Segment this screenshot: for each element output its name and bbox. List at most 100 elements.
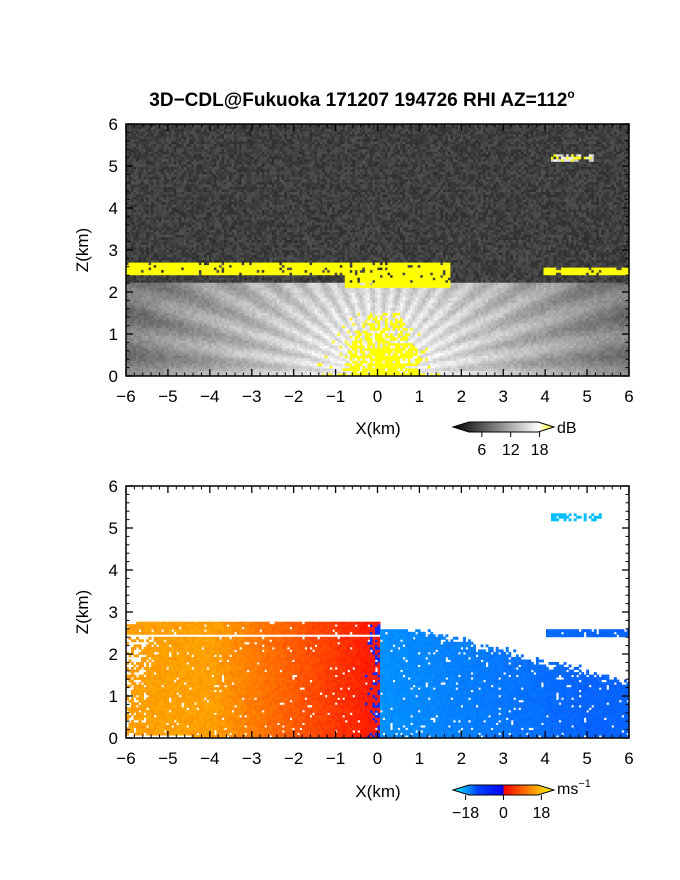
reflectivity-cell bbox=[163, 163, 167, 167]
reflectivity-cell bbox=[133, 330, 137, 334]
reflectivity-cell bbox=[198, 350, 202, 354]
reflectivity-cell bbox=[198, 342, 202, 346]
reflectivity-cell bbox=[133, 136, 137, 140]
reflectivity-cell bbox=[246, 373, 250, 376]
reflectivity-cell bbox=[219, 196, 223, 200]
reflectivity-cell bbox=[214, 332, 217, 336]
reflectivity-cell bbox=[131, 274, 134, 278]
reflectivity-cell bbox=[133, 315, 137, 319]
reflectivity-cell bbox=[196, 272, 200, 276]
reflectivity-cell bbox=[173, 214, 177, 218]
reflectivity-cell bbox=[166, 229, 170, 233]
reflectivity-cell bbox=[244, 221, 248, 225]
reflectivity-cell bbox=[246, 284, 250, 288]
reflectivity-cell bbox=[186, 249, 190, 253]
reflectivity-cell bbox=[211, 279, 215, 283]
reflectivity-cell bbox=[211, 350, 215, 354]
reflectivity-cell bbox=[191, 257, 195, 261]
reflectivity-cell bbox=[186, 347, 190, 351]
reflectivity-cell bbox=[146, 252, 150, 256]
reflectivity-cell bbox=[201, 345, 205, 349]
reflectivity-cell bbox=[153, 370, 157, 374]
reflectivity-cell bbox=[176, 269, 180, 273]
reflectivity-cell bbox=[178, 169, 182, 172]
figure-title-text: 3D−CDL@Fukuoka 171207 194726 RHI AZ=112 bbox=[149, 90, 567, 111]
reflectivity-cell bbox=[161, 199, 165, 203]
reflectivity-cell bbox=[214, 124, 217, 127]
reflectivity-cell bbox=[249, 282, 253, 286]
reflectivity-cell bbox=[166, 239, 170, 243]
reflectivity-cell bbox=[216, 320, 220, 324]
reflectivity-cell bbox=[239, 226, 243, 230]
reflectivity-cell bbox=[153, 292, 157, 296]
reflectivity-cell bbox=[241, 237, 245, 240]
reflectivity-cell bbox=[246, 310, 250, 314]
reflectivity-cell bbox=[239, 216, 243, 220]
reflectivity-cell bbox=[133, 216, 137, 220]
reflectivity-cell bbox=[244, 211, 248, 215]
reflectivity-cell bbox=[206, 307, 210, 311]
reflectivity-cell bbox=[146, 365, 150, 369]
reflectivity-cell bbox=[221, 355, 225, 359]
reflectivity-cell bbox=[146, 191, 150, 195]
reflectivity-cell bbox=[138, 355, 142, 359]
reflectivity-cell bbox=[146, 289, 150, 293]
reflectivity-cell bbox=[239, 242, 243, 245]
reflectivity-cell bbox=[246, 365, 250, 369]
reflectivity-cell bbox=[196, 252, 200, 256]
reflectivity-cell bbox=[171, 277, 175, 281]
reflectivity-cell bbox=[126, 370, 129, 374]
reflectivity-cell bbox=[246, 191, 250, 195]
reflectivity-cell bbox=[201, 204, 205, 208]
reflectivity-cell bbox=[214, 166, 217, 170]
reflectivity-cell bbox=[246, 151, 250, 155]
reflectivity-cell bbox=[224, 305, 228, 308]
reflectivity-cell bbox=[173, 126, 177, 130]
reflectivity-cell bbox=[161, 307, 165, 311]
figure-title: 3D−CDL@Fukuoka 171207 194726 RHI AZ=112o bbox=[149, 87, 574, 111]
reflectivity-cell bbox=[249, 310, 253, 314]
reflectivity-cell bbox=[173, 229, 177, 233]
reflectivity-cell bbox=[128, 136, 132, 140]
reflectivity-cell bbox=[206, 184, 210, 188]
reflectivity-cell bbox=[241, 320, 245, 324]
reflectivity-cell bbox=[153, 342, 157, 346]
reflectivity-cell bbox=[191, 335, 195, 339]
reflectivity-cell bbox=[186, 239, 190, 243]
reflectivity-cell bbox=[161, 327, 165, 331]
reflectivity-cell bbox=[156, 169, 160, 172]
reflectivity-cell bbox=[219, 181, 223, 185]
reflectivity-cell bbox=[216, 211, 220, 215]
reflectivity-cell bbox=[173, 332, 177, 336]
reflectivity-cell bbox=[186, 229, 190, 233]
reflectivity-cell bbox=[128, 186, 132, 190]
reflectivity-cell bbox=[198, 126, 202, 130]
reflectivity-cell bbox=[201, 325, 205, 329]
reflectivity-cell bbox=[166, 232, 170, 235]
reflectivity-cell bbox=[219, 232, 223, 235]
reflectivity-cell bbox=[239, 292, 243, 296]
reflectivity-cell bbox=[168, 242, 172, 245]
reflectivity-cell bbox=[188, 219, 192, 223]
reflectivity-cell bbox=[146, 332, 150, 336]
reflectivity-cell bbox=[221, 279, 225, 283]
reflectivity-cell bbox=[153, 234, 157, 238]
reflectivity-cell bbox=[171, 133, 175, 137]
reflectivity-cell bbox=[186, 191, 190, 195]
reflectivity-cell bbox=[244, 252, 248, 256]
reflectivity-cell bbox=[183, 201, 187, 205]
reflectivity-cell bbox=[168, 249, 172, 253]
reflectivity-cell bbox=[193, 176, 197, 180]
reflectivity-cell bbox=[183, 310, 187, 314]
reflectivity-cell bbox=[181, 295, 185, 298]
reflectivity-cell bbox=[178, 126, 182, 130]
reflectivity-cell bbox=[173, 148, 177, 152]
reflectivity-cell bbox=[126, 186, 129, 190]
reflectivity-cell bbox=[206, 199, 210, 203]
reflectivity-cell bbox=[191, 136, 195, 140]
reflectivity-cell bbox=[244, 292, 248, 296]
reflectivity-cell bbox=[211, 352, 215, 356]
reflectivity-cell bbox=[136, 184, 140, 188]
reflectivity-cell bbox=[231, 254, 235, 258]
reflectivity-cell bbox=[158, 315, 162, 319]
